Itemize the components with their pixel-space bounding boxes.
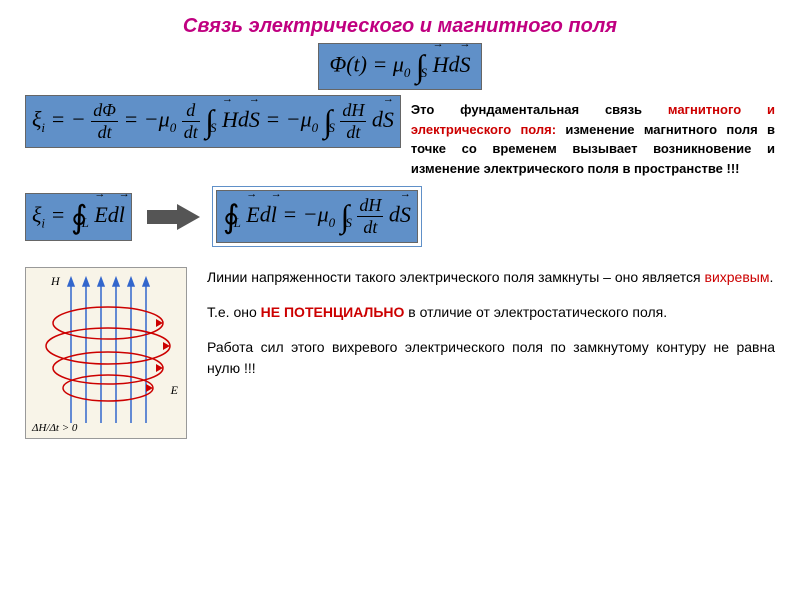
diagram-label-H: H: [51, 274, 60, 289]
diagram-label-E: E: [171, 383, 178, 398]
H-vector: H: [433, 52, 449, 78]
E-vec: E: [94, 202, 107, 228]
equation-row-1: Φ(t) = μ0 ∫S HdS: [25, 43, 775, 90]
implies-arrow-icon: [142, 202, 202, 232]
xi-sym: ξ: [32, 107, 41, 132]
sub-i: i: [41, 120, 45, 135]
d-sym3: d: [260, 202, 271, 227]
num-d: d: [182, 100, 200, 122]
frac-dphi-dt: dΦ dt: [91, 100, 118, 143]
l-vec: l: [119, 202, 125, 228]
equation-flux: Φ(t) = μ0 ∫S HdS: [318, 43, 481, 90]
integral-sign: ∫: [416, 48, 425, 84]
diagram-label-dhdt: ΔH/Δt > 0: [32, 422, 77, 434]
S-vec3: S: [383, 107, 394, 133]
equation-maxwell-box: ∮L Edl = −μ0 ∫S dH dt dS: [212, 186, 422, 247]
num-dphi: dΦ: [91, 100, 118, 122]
integral-sign3: ∫: [324, 103, 333, 139]
den-dt: dt: [91, 122, 118, 143]
d-sym4: d: [389, 202, 400, 227]
t-var: t: [354, 52, 360, 77]
sub-zero4: 0: [329, 215, 336, 230]
mu-sym3: μ: [301, 107, 312, 132]
equation-emf-line-integral: ξi = ∮L Edl: [25, 193, 132, 241]
S-vector: S: [460, 52, 471, 78]
den-dt2: dt: [182, 122, 200, 143]
num-dH2: dH: [357, 195, 383, 217]
equation-emf-expanded: ξi = − dΦ dt = −μ0 d dt ∫S HdS = −μ0 ∫S …: [25, 95, 401, 148]
bottom-p3: Работа сил этого вихревого электрическог…: [207, 337, 775, 379]
sub-zero2: 0: [170, 120, 177, 135]
int-L2: L: [234, 215, 241, 230]
mu-symbol: μ: [393, 52, 404, 77]
description-main: Это фундаментальная связь магнитного и э…: [411, 95, 775, 178]
H-vec2: H: [222, 107, 238, 133]
num-dH: dH: [340, 100, 366, 122]
phi-symbol: Φ: [329, 52, 346, 77]
desc-text-a: Это фундаментальная связь: [411, 102, 668, 117]
bottom-text-block: Линии напряженности такого электрическог…: [207, 267, 775, 393]
bottom-p1: Линии напряженности такого электрическог…: [207, 267, 775, 288]
mu-sym4: μ: [318, 202, 329, 227]
d-sym2: d: [108, 202, 119, 227]
equation-row-2: ξi = − dΦ dt = −μ0 d dt ∫S HdS = −μ0 ∫S …: [25, 95, 775, 178]
d-sym: d: [449, 52, 460, 77]
xi-sym2: ξ: [32, 202, 41, 227]
sub-i2: i: [41, 215, 45, 230]
p1a: Линии напряженности такого электрическог…: [207, 269, 705, 285]
integral-sign2: ∫: [205, 103, 214, 139]
diagram-svg: [26, 268, 186, 438]
p2c: в отличие от электростатического поля.: [404, 304, 667, 320]
bottom-row: H E ΔH/Δt > 0 Линии напряженности такого…: [25, 267, 775, 439]
field-diagram: H E ΔH/Δt > 0: [25, 267, 187, 439]
p1b-red: вихревым: [705, 269, 770, 285]
equation-maxwell-faraday: ∮L Edl = −μ0 ∫S dH dt dS: [216, 190, 418, 243]
frac-dH-dt: dH dt: [340, 100, 366, 143]
int-L: L: [82, 215, 89, 230]
p2a: Т.е. оно: [207, 304, 261, 320]
S-vec2: S: [249, 107, 260, 133]
den-dt3: dt: [340, 122, 366, 143]
page-title: Связь электрического и магнитного поля: [25, 15, 775, 38]
sub-zero3: 0: [312, 120, 319, 135]
E-vec2: E: [246, 202, 259, 228]
den-dt4: dt: [357, 217, 383, 238]
frac-d-dt: d dt: [182, 100, 200, 143]
mu-sym2: μ: [159, 107, 170, 132]
sub-zero: 0: [404, 65, 411, 80]
l-vec2: l: [271, 202, 277, 228]
p2b-red: НЕ ПОТЕНЦИАЛЬНО: [261, 304, 405, 320]
equation-row-3: ξi = ∮L Edl ∮L Edl = −μ0 ∫S dH dt dS: [25, 186, 775, 247]
p1c: .: [769, 269, 773, 285]
integral-sign4: ∫: [341, 198, 350, 234]
S-vec4: S: [400, 202, 411, 228]
bottom-p2: Т.е. оно НЕ ПОТЕНЦИАЛЬНО в отличие от эл…: [207, 302, 775, 323]
frac-dH-dt2: dH dt: [357, 195, 383, 238]
